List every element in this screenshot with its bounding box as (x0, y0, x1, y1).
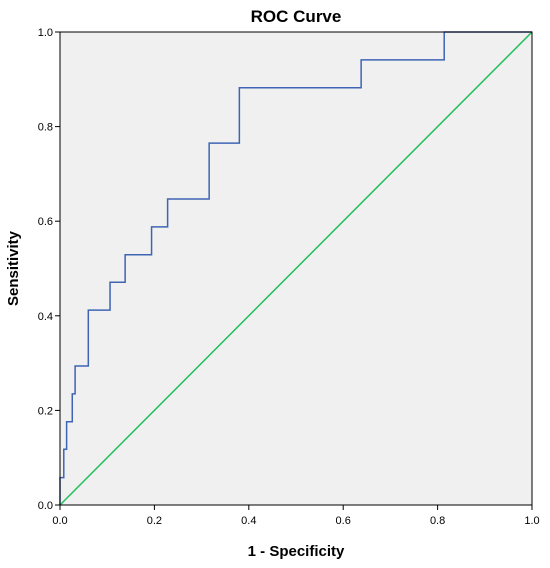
y-tick-label: 0.0 (38, 500, 53, 512)
y-tick-label: 0.8 (38, 122, 53, 134)
x-tick-label: 0.8 (430, 515, 445, 527)
x-tick-label: 0.2 (147, 515, 162, 527)
y-tick-label: 0.2 (38, 405, 53, 417)
y-tick-label: 0.6 (38, 216, 53, 228)
y-tick-label: 0.4 (38, 311, 53, 323)
chart-title: ROC Curve (251, 7, 342, 26)
x-tick-label: 0.4 (241, 515, 256, 527)
x-tick-label: 1.0 (524, 515, 539, 527)
y-axis-title: Sensitivity (5, 230, 22, 306)
roc-curve-line (59, 31, 532, 505)
x-tick-label: 0.0 (52, 515, 67, 527)
reference-diagonal-line (59, 31, 533, 506)
x-axis-title: 1 - Specificity (248, 543, 345, 560)
plot-frame (59, 31, 533, 506)
y-tick-label: 1.0 (38, 27, 53, 39)
x-tick-label: 0.6 (336, 515, 351, 527)
